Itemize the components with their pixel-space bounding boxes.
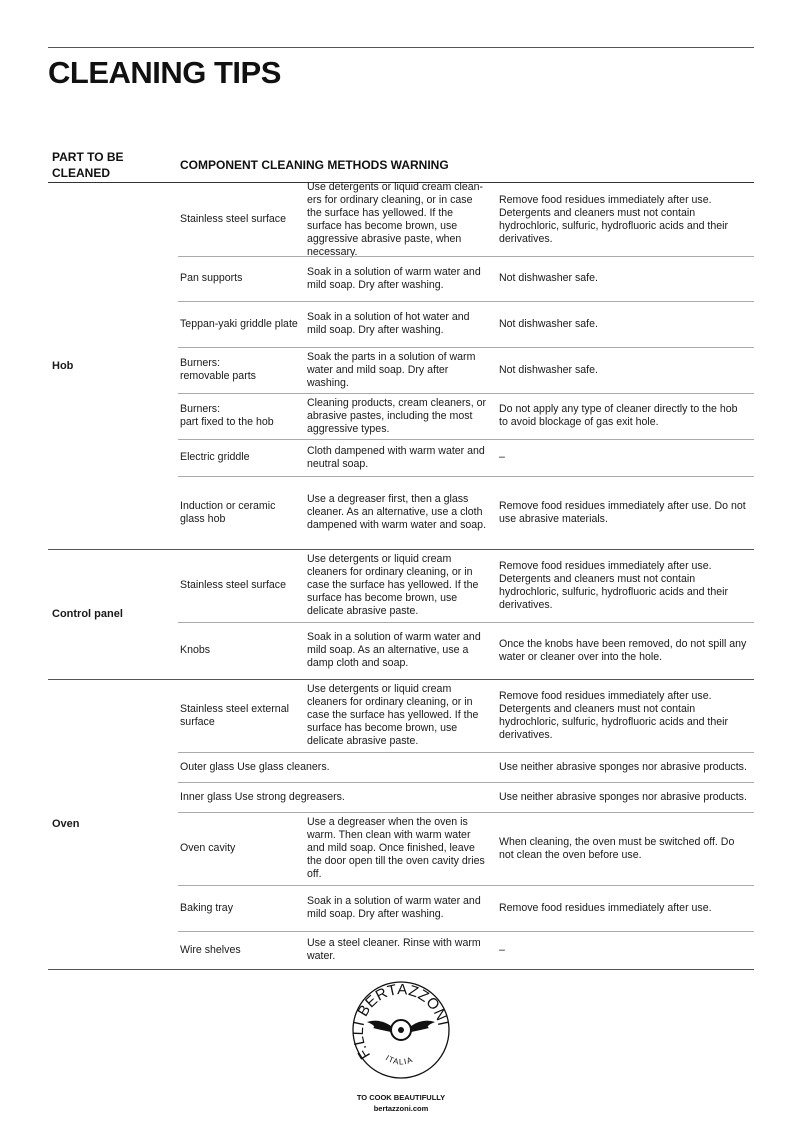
component-method-cell: Inner glass Use strong degreasers. <box>180 790 345 803</box>
component-cell: Electric griddle <box>180 451 250 463</box>
header-part-line-2: CLEANED <box>52 166 111 180</box>
warning-cell: When cleaning, the oven must be switched… <box>499 835 735 861</box>
warning-cell: Once the knobs have been removed, do not… <box>499 637 747 663</box>
component-cell: Burners: removable parts <box>180 357 256 382</box>
method-cell: Use a degreaser when the oven is warm. T… <box>307 816 485 880</box>
component-cell: Wire shelves <box>180 943 241 956</box>
row-divider <box>178 885 754 886</box>
method-cell: Soak in a solution of warm water and mil… <box>307 265 481 291</box>
method-cell: Soak the parts in a solution of warm wat… <box>307 350 476 389</box>
row-divider <box>178 622 754 623</box>
row-divider <box>178 393 754 394</box>
warning-cell: Use neither abrasive sponges nor abrasiv… <box>499 760 747 773</box>
warning-cell: Remove food residues immediately after u… <box>499 689 729 741</box>
header-rule <box>48 182 754 183</box>
component-cell: Teppan-yaki griddle plate <box>180 317 298 330</box>
row-divider <box>178 931 754 932</box>
row-divider <box>178 782 754 783</box>
method-cell: Cloth dampened with warm water and neutr… <box>307 444 485 470</box>
row-divider <box>178 439 754 440</box>
warning-cell: Do not apply any type of cleaner directl… <box>499 403 738 428</box>
component-cell: Oven cavity <box>180 842 236 854</box>
component-cell: Induction or ceramic glass hob <box>180 499 276 525</box>
component-cell: Pan supports <box>180 272 243 284</box>
warning-cell: Remove food residues immediately after u… <box>499 559 729 611</box>
warning-cell: Not dishwasher safe. <box>499 317 598 330</box>
header-part-to-be-cleaned: PART TO BE CLEANED <box>52 149 124 181</box>
component-cell: Stainless steel external surface <box>180 702 289 728</box>
warning-cell: Use neither abrasive sponges nor abrasiv… <box>499 790 747 803</box>
component-cell: Burners: part fixed to the hob <box>180 403 274 428</box>
group-divider <box>48 679 754 680</box>
method-cell: Cleaning products, cream cleaners, or ab… <box>307 396 487 435</box>
warning-cell: Not dishwasher safe. <box>499 272 598 284</box>
footer-tagline: TO COOK BEAUTIFULLY <box>356 1093 446 1102</box>
warning-cell: Remove food residues immediately after u… <box>499 193 729 245</box>
warning-cell: Remove food residues immediately after u… <box>499 499 746 525</box>
group-divider <box>48 549 754 550</box>
page-title: CLEANING TIPS <box>48 55 281 90</box>
group-label: Oven <box>52 818 80 830</box>
method-cell: Soak in a solution of warm water and mil… <box>307 895 481 920</box>
component-method-cell: Outer glass Use glass cleaners. <box>180 760 330 773</box>
component-cell: Baking tray <box>180 901 233 914</box>
component-cell: Stainless steel surface <box>180 213 286 225</box>
method-cell: Use detergents or liquid cream cleaners … <box>307 683 479 747</box>
method-cell: Soak in a solution of hot water and mild… <box>307 311 470 336</box>
row-divider <box>178 812 754 813</box>
warning-cell: Remove food residues immediately after u… <box>499 901 712 914</box>
top-rule <box>48 47 754 48</box>
warning-cell: – <box>499 451 505 463</box>
svg-text:F.LLI BERTAZZONI: F.LLI BERTAZZONI <box>351 981 451 1062</box>
warning-cell: Not dishwasher safe. <box>499 363 598 376</box>
row-divider <box>178 347 754 348</box>
row-divider <box>178 752 754 753</box>
group-label: Hob <box>52 360 74 372</box>
row-divider <box>178 301 754 302</box>
method-cell: Use detergents or liquid cream clean-ers… <box>307 180 484 258</box>
component-cell: Stainless steel surface <box>180 579 286 591</box>
component-cell: Knobs <box>180 644 211 656</box>
group-divider <box>48 969 754 970</box>
bertazzoni-logo: F.LLI BERTAZZONI ITALIA <box>351 981 451 1079</box>
row-divider <box>178 256 754 257</box>
method-cell: Use a degreaser first, then a glass clea… <box>307 493 487 531</box>
svg-text:ITALIA: ITALIA <box>384 1053 414 1066</box>
group-label: Control panel <box>52 608 123 620</box>
method-cell: Use detergents or liquid cream cleaners … <box>307 553 479 617</box>
footer-website[interactable]: bertazzoni.com <box>373 1104 429 1113</box>
warning-cell: – <box>499 943 505 956</box>
method-cell: Use a steel cleaner. Rinse with warm wat… <box>307 937 481 962</box>
row-divider <box>178 476 754 477</box>
header-columns: COMPONENT CLEANING METHODS WARNING <box>180 158 449 172</box>
method-cell: Soak in a solution of warm water and mil… <box>307 631 481 669</box>
header-part-line-1: PART TO BE <box>52 150 124 164</box>
